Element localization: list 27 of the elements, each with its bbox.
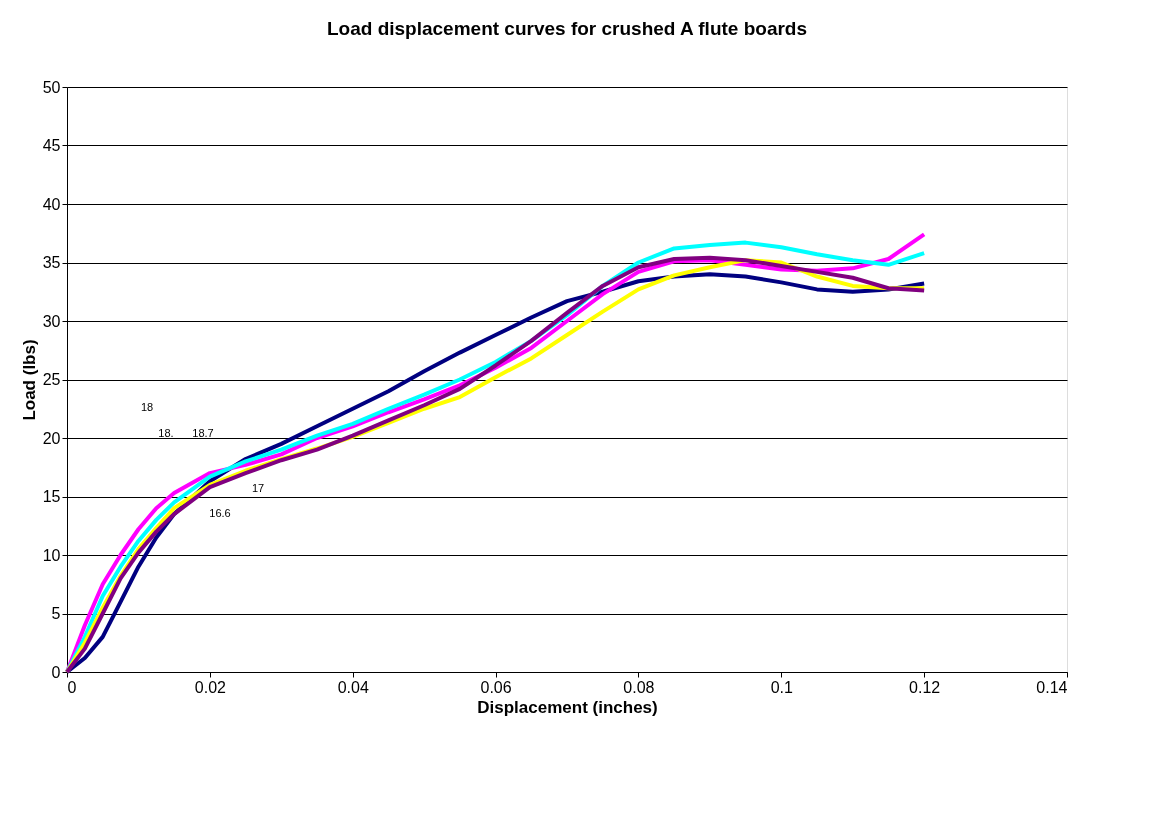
x-tick-label: 0.12 [909, 678, 941, 696]
chart-title: Load displacement curves for crushed A flute boards [326, 18, 808, 39]
x-tick-label: 0.02 [194, 678, 227, 696]
x-tick-label: 0.1 [770, 678, 793, 696]
x-tick-label: 0.04 [337, 678, 369, 696]
y-tick-label: 45 [42, 137, 61, 154]
y-tick-label: 50 [42, 78, 61, 96]
x-axis-title: Displacement (inches) [477, 697, 658, 717]
y-axis-title: Load (lbs) [19, 339, 39, 421]
y-tick-label: 30 [42, 312, 61, 330]
annotation: 18. [158, 427, 174, 439]
annotation: 16.6 [209, 507, 231, 519]
y-tick-label: 5 [51, 605, 61, 622]
annotation: 18 [140, 401, 154, 413]
y-tick-label: 40 [42, 195, 61, 213]
y-tick-label: 35 [42, 254, 61, 271]
y-tick-label: 15 [42, 488, 61, 505]
annotation: 17 [251, 482, 265, 494]
y-tick-label: 25 [42, 371, 61, 388]
y-tick-label: 20 [42, 429, 61, 447]
y-tick-label: 0 [51, 663, 61, 681]
x-tick-label: 0.08 [623, 678, 655, 696]
x-tick-label: 0.06 [480, 678, 512, 696]
x-tick-label: 0 [67, 678, 77, 696]
y-tick-label: 10 [42, 546, 61, 564]
annotation: 18.7 [192, 427, 214, 439]
x-tick-label: 0.14 [1036, 678, 1068, 696]
